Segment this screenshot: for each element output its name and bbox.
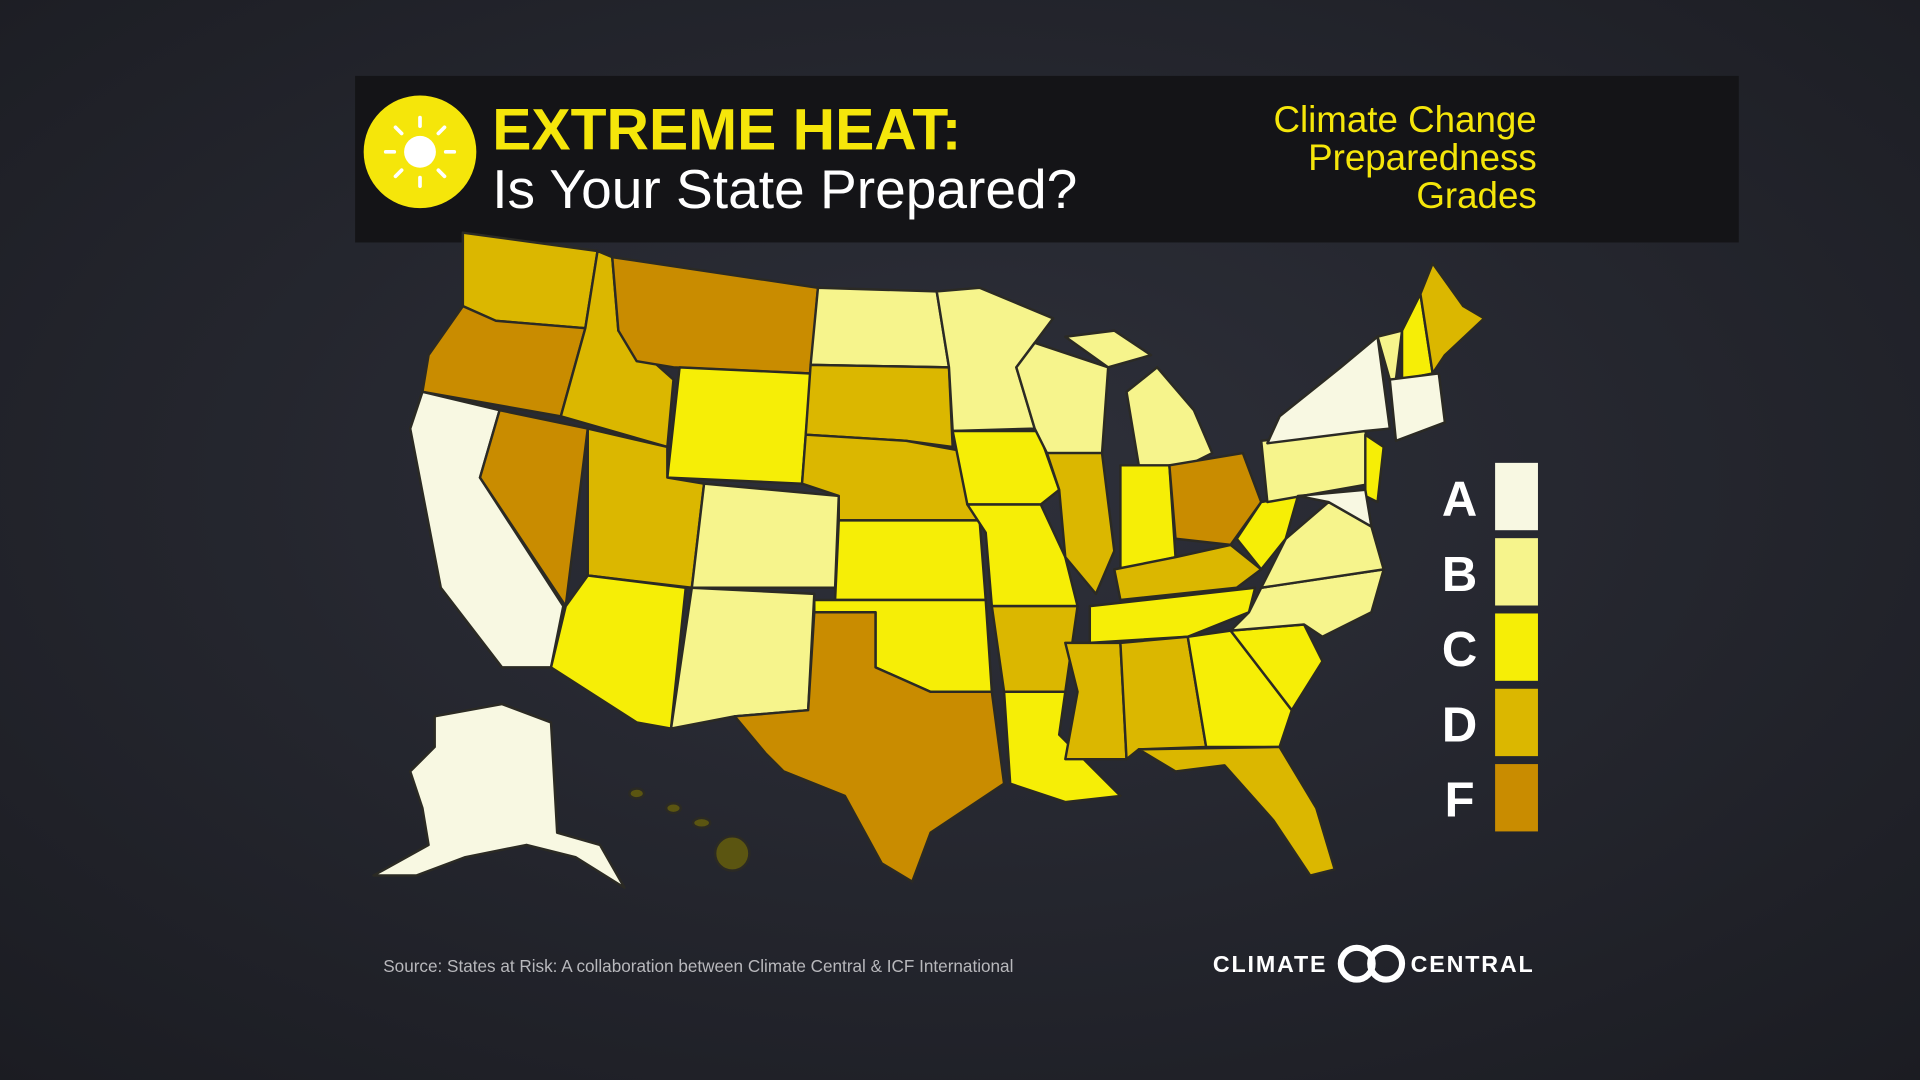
legend-label: A: [1442, 473, 1477, 527]
state: [690, 482, 840, 589]
header-band: [355, 75, 1739, 243]
hawaii-island: [691, 816, 712, 829]
state: [1002, 690, 1122, 804]
legend-label: F: [1445, 774, 1475, 828]
state: [951, 429, 1061, 506]
legend-swatch: [1495, 764, 1538, 832]
legend-title-line: Preparedness: [1308, 137, 1537, 178]
title: EXTREME HEAT:: [492, 97, 961, 162]
hawaii-island: [713, 835, 751, 872]
state: [804, 363, 954, 449]
state: [1137, 745, 1336, 877]
source: Source: States at Risk: A collaboration …: [383, 956, 1013, 976]
state: [1064, 641, 1128, 761]
legend-label: D: [1442, 698, 1477, 752]
state: [1266, 335, 1392, 445]
legend-label: B: [1442, 548, 1477, 602]
state: [549, 574, 687, 730]
logo-left: CLIMATE: [1213, 951, 1327, 977]
hawaii-island: [664, 802, 683, 815]
state: [990, 604, 1079, 694]
legend-swatch: [1495, 688, 1538, 757]
state: [733, 611, 1006, 883]
state: [833, 519, 987, 602]
state: [1388, 372, 1447, 443]
legend-title-line: Grades: [1416, 175, 1536, 216]
state: [1364, 433, 1385, 504]
state: [1235, 494, 1300, 571]
legend-title-line: Climate Change: [1273, 99, 1536, 140]
map: [372, 231, 1486, 889]
state: [1119, 464, 1177, 571]
state: [1045, 451, 1116, 596]
subtitle: Is Your State Prepared?: [492, 158, 1077, 220]
hawaii-island: [628, 787, 646, 800]
logo: CLIMATE CENTRAL: [1213, 944, 1535, 983]
legend-swatch: [1495, 538, 1538, 606]
state: [372, 702, 626, 889]
state: [1064, 329, 1153, 369]
state: [666, 366, 812, 485]
state: [1088, 586, 1257, 645]
state: [1296, 488, 1373, 528]
legend-label: C: [1442, 623, 1477, 677]
state: [669, 586, 816, 730]
legend-swatch: [1495, 613, 1538, 681]
sun-icon: [363, 95, 477, 209]
state: [1186, 629, 1294, 749]
legend-swatch: [1495, 462, 1538, 531]
state: [809, 286, 951, 369]
logo-right: CENTRAL: [1411, 951, 1535, 977]
